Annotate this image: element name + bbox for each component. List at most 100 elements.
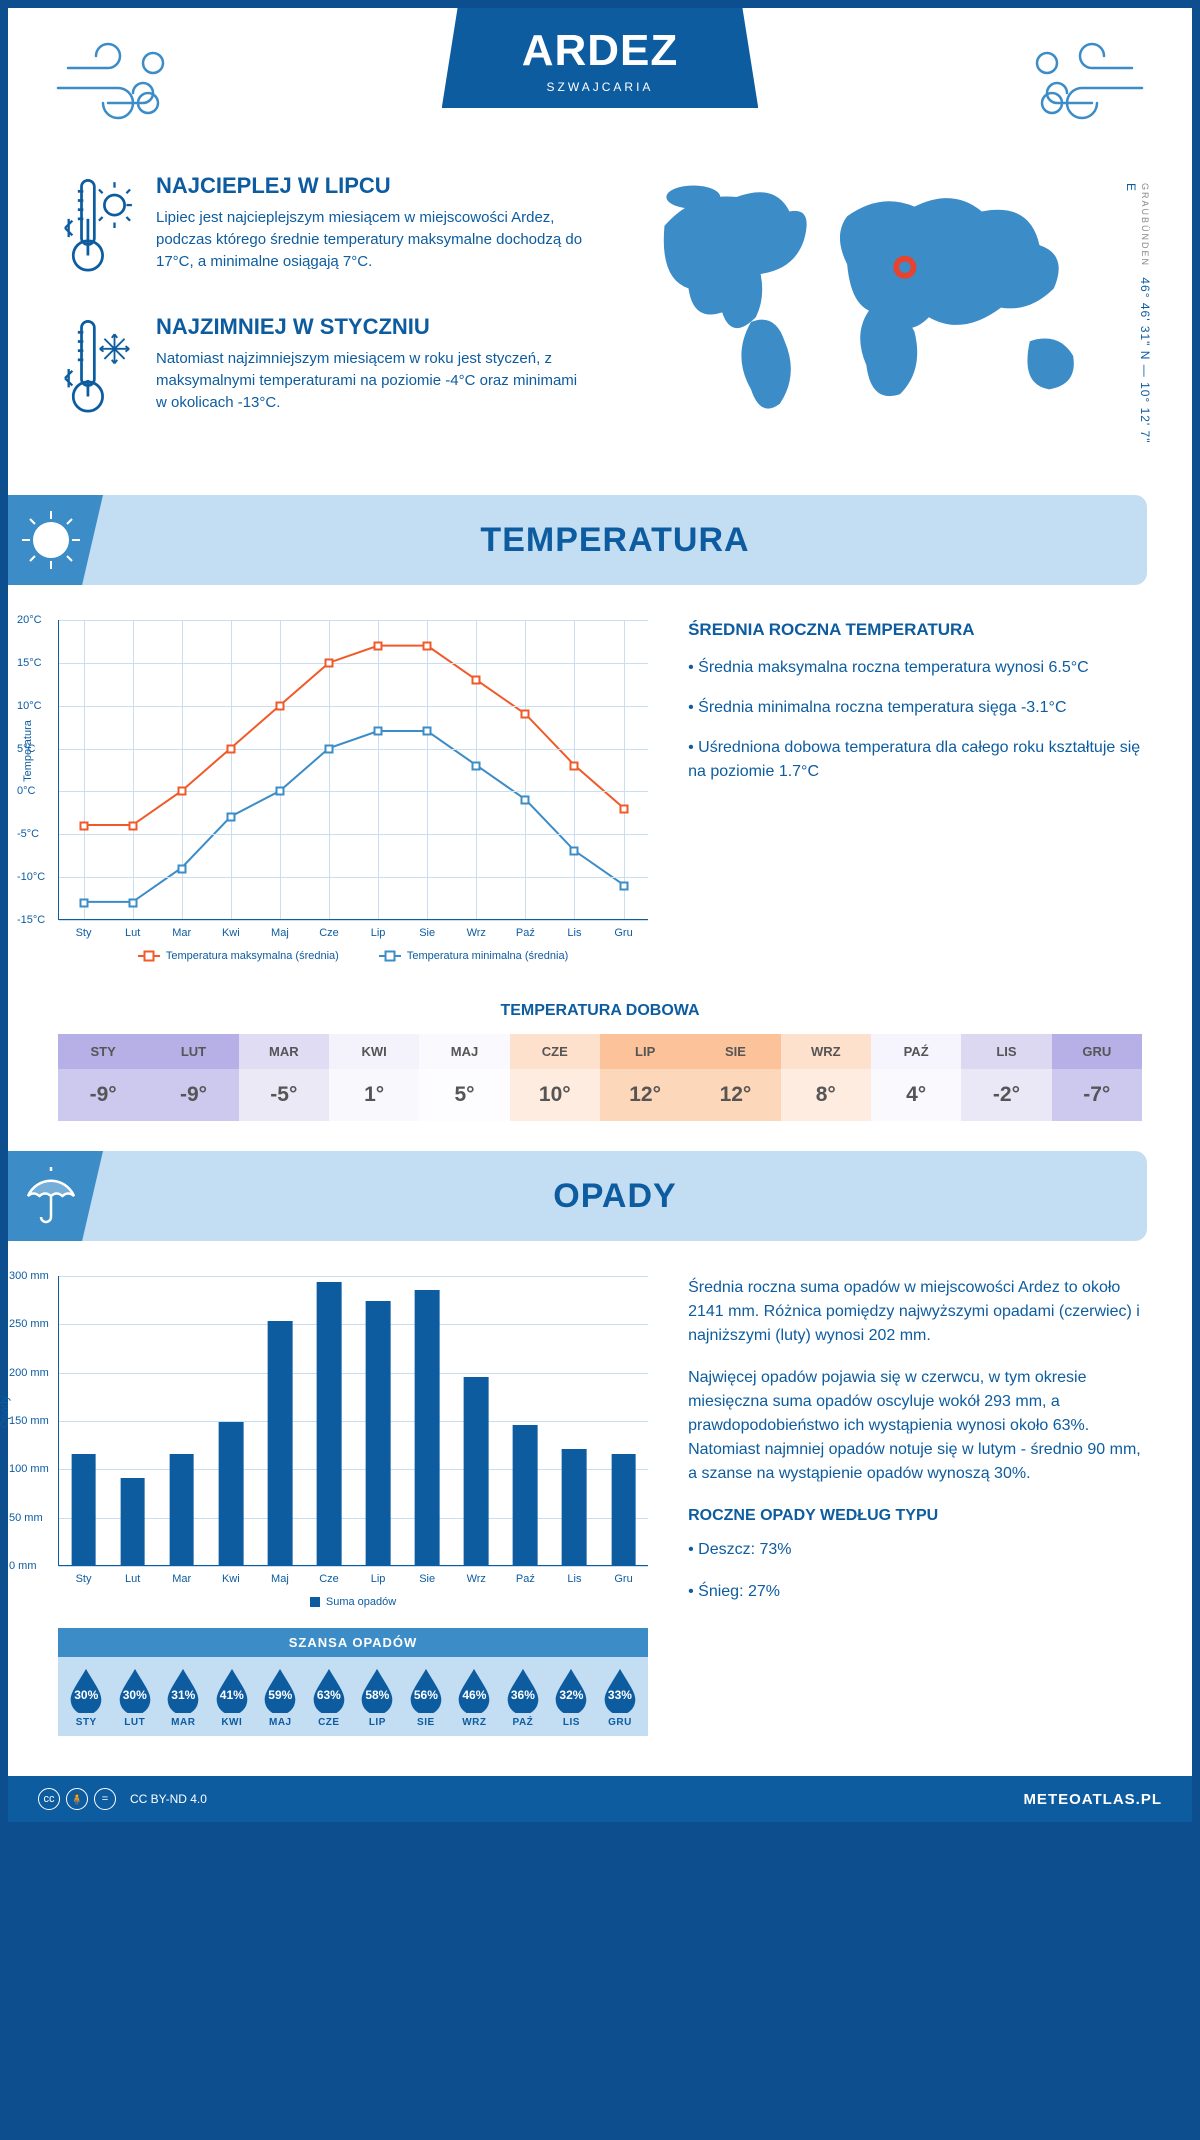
chance-month: MAR: [159, 1717, 208, 1728]
daily-month: MAR: [239, 1034, 329, 1069]
precip-legend: Suma opadów: [58, 1596, 648, 1608]
chance-month: LIS: [547, 1717, 596, 1728]
bar: [464, 1377, 489, 1566]
chance-cell: 58% LIP: [353, 1667, 402, 1728]
data-point: [423, 641, 432, 650]
chance-value: 31%: [163, 1677, 203, 1713]
data-point: [128, 821, 137, 830]
data-point: [570, 847, 579, 856]
y-tick: 10°C: [17, 700, 42, 712]
world-map: GRAUBÜNDEN 46° 46' 31" N — 10° 12' 7" E: [610, 173, 1142, 455]
temperature-line-chart: Temperatura -15°C-10°C-5°C0°C5°C10°C15°C…: [58, 620, 648, 962]
chance-month: KWI: [208, 1717, 257, 1728]
chance-month: PAŹ: [499, 1717, 548, 1728]
daily-temp-title: TEMPERATURA DOBOWA: [8, 1002, 1192, 1020]
header: ARDEZ SZWAJCARIA: [8, 8, 1192, 148]
sun-icon: [8, 495, 103, 585]
drop-icon: 58%: [357, 1667, 397, 1713]
chance-value: 46%: [454, 1677, 494, 1713]
daily-month: MAJ: [419, 1034, 509, 1069]
x-tick: Sty: [76, 927, 92, 939]
chance-cell: 32% LIS: [547, 1667, 596, 1728]
bar: [218, 1422, 243, 1565]
y-tick: 300 mm: [9, 1270, 49, 1282]
precip-text: Średnia roczna suma opadów w miejscowośc…: [688, 1276, 1142, 1736]
umbrella-icon: [8, 1151, 103, 1241]
bar: [268, 1321, 293, 1565]
coldest-text: Natomiast najzimniejszym miesiącem w rok…: [156, 348, 590, 413]
daily-cell: LUT-9°: [148, 1034, 238, 1121]
chance-value: 59%: [260, 1677, 300, 1713]
chance-cell: 30%LUT: [111, 1667, 160, 1728]
y-tick: -5°C: [17, 828, 39, 840]
temp-bullet: • Uśredniona dobowa temperatura dla całe…: [688, 736, 1142, 784]
by-icon: 🧍: [66, 1788, 88, 1810]
bar: [415, 1290, 440, 1566]
x-tick: Cze: [319, 927, 339, 939]
legend-item: Temperatura maksymalna (średnia): [138, 950, 339, 962]
x-tick: Lis: [567, 1573, 581, 1585]
daily-value: 1°: [329, 1069, 419, 1121]
drop-icon: 33%: [600, 1667, 640, 1713]
temperature-summary: ŚREDNIA ROCZNA TEMPERATURA • Średnia mak…: [688, 620, 1142, 962]
x-tick: Gru: [614, 1573, 632, 1585]
y-tick: 250 mm: [9, 1318, 49, 1330]
precip-heading: OPADY: [8, 1151, 1147, 1241]
daily-value: 5°: [419, 1069, 509, 1121]
data-point: [570, 761, 579, 770]
daily-month: PAŹ: [871, 1034, 961, 1069]
precip-bytype-title: ROCZNE OPADY WEDŁUG TYPU: [688, 1504, 1142, 1528]
x-tick: Paź: [516, 1573, 535, 1585]
daily-month: CZE: [510, 1034, 600, 1069]
bytype-item: • Deszcz: 73%: [688, 1538, 1142, 1562]
daily-cell: STY-9°: [58, 1034, 148, 1121]
hottest-text: Lipiec jest najcieplejszym miesiącem w m…: [156, 207, 590, 272]
daily-cell: MAR-5°: [239, 1034, 329, 1121]
daily-value: 8°: [781, 1069, 871, 1121]
bar: [169, 1454, 194, 1565]
data-point: [521, 710, 530, 719]
chance-value: 30%: [115, 1677, 155, 1713]
coldest-fact: NAJZIMNIEJ W STYCZNIU Natomiast najzimni…: [58, 314, 590, 429]
drop-icon: 36%: [503, 1667, 543, 1713]
bar: [120, 1478, 145, 1565]
temperature-heading: TEMPERATURA: [8, 495, 1147, 585]
chance-cell: 56%SIE: [402, 1667, 451, 1728]
x-tick: Maj: [271, 927, 289, 939]
data-point: [619, 804, 628, 813]
footer: cc 🧍 = CC BY-ND 4.0 METEOATLAS.PL: [8, 1776, 1192, 1822]
data-point: [325, 658, 334, 667]
drop-icon: 30%: [66, 1667, 106, 1713]
drop-icon: 32%: [551, 1667, 591, 1713]
chance-month: CZE: [305, 1717, 354, 1728]
daily-cell: SIE12°: [690, 1034, 780, 1121]
x-tick: Sie: [419, 1573, 435, 1585]
site-name: METEOATLAS.PL: [1023, 1791, 1162, 1808]
region: GRAUBÜNDEN: [1140, 183, 1150, 267]
y-tick: 200 mm: [9, 1367, 49, 1379]
x-tick: Wrz: [467, 1573, 486, 1585]
drop-icon: 46%: [454, 1667, 494, 1713]
bar: [562, 1449, 587, 1565]
data-point: [374, 727, 383, 736]
hottest-fact: NAJCIEPLEJ W LIPCU Lipiec jest najcieple…: [58, 173, 590, 288]
data-point: [472, 761, 481, 770]
x-tick: Paź: [516, 927, 535, 939]
y-tick: 50 mm: [9, 1512, 43, 1524]
bar: [71, 1454, 96, 1565]
data-point: [325, 744, 334, 753]
chance-value: 30%: [66, 1677, 106, 1713]
title-banner: ARDEZ SZWAJCARIA: [442, 8, 759, 108]
daily-month: WRZ: [781, 1034, 871, 1069]
chance-month: SIE: [402, 1717, 451, 1728]
x-tick: Lut: [125, 1573, 140, 1585]
chance-cell: 46%WRZ: [450, 1667, 499, 1728]
daily-cell: LIP12°: [600, 1034, 690, 1121]
daily-value: -5°: [239, 1069, 329, 1121]
chance-month: LIP: [353, 1717, 402, 1728]
coldest-title: NAJZIMNIEJ W STYCZNIU: [156, 314, 590, 340]
bar: [317, 1282, 342, 1565]
x-tick: Cze: [319, 1573, 339, 1585]
chance-value: 58%: [357, 1677, 397, 1713]
x-tick: Kwi: [222, 927, 240, 939]
